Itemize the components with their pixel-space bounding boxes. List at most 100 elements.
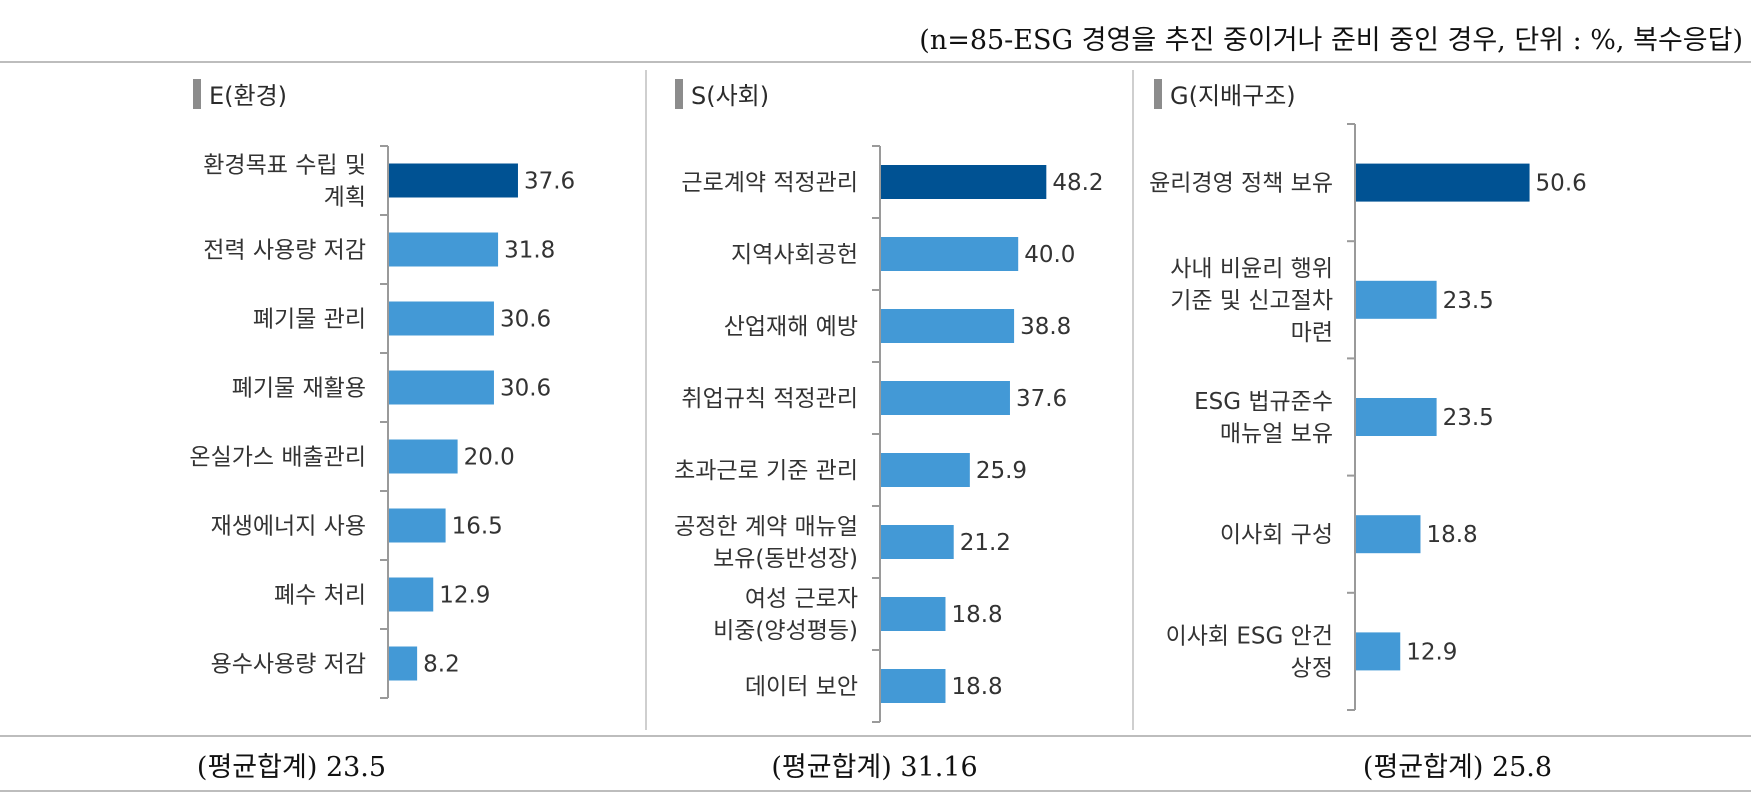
category-label: 윤리경영 정책 보유 [1149,171,1333,197]
category-label-line: 계획 [324,185,366,211]
panel-separator [1132,70,1134,730]
bottom-rule [0,790,1751,792]
footer-value: 25.8 [1491,752,1553,783]
panel-title-text: E(환경) [209,82,288,110]
chart-note: (n=85-ESG 경영을 추진 중이거나 준비 중인 경우, 단위 : %, … [919,25,1743,56]
category-label: 전력 사용량 저감 [203,238,366,264]
category-label-line: 기준 및 신고절차 [1170,288,1333,314]
bar-value-label: 23.5 [1443,288,1494,314]
category-label-line: 여성 근로자 [745,586,858,612]
bar-value-label: 37.6 [1016,386,1067,412]
bar [389,163,518,198]
bar-value-label: 12.9 [1406,639,1457,665]
category-label: 산업재해 예방 [724,314,858,340]
footer-average-environment: (평균합계) 23.5 [0,745,583,784]
panel-title-text: S(사회) [691,82,770,110]
category-label: ESG 법규준수 매뉴얼 보유 [1194,389,1333,447]
category-label-line: 공정한 계약 매뉴얼 [674,514,858,540]
category-label: 폐기물 재활용 [232,376,366,402]
bar [881,597,946,631]
category-label: 용수사용량 저감 [211,652,366,678]
category-label-line: 데이터 보안 [745,674,858,700]
chart-panel-social: S(사회) 48.2 근로계약 적정관리 40.0 지역사회공헌 38.8 산업재해 예방… [645,62,1132,734]
footer-average-social: (평균합계) 31.16 [583,745,1166,784]
bar-chart-social: 48.2 근로계약 적정관리 40.0 지역사회공헌 38.8 산업재해 예방 37.6 취업… [674,145,1104,723]
bar-value-label: 37.6 [524,169,575,195]
title-marker [1154,78,1162,109]
panel-title: S(사회) [675,76,769,111]
category-label-line: 비중(양성평등) [713,618,858,644]
bar-value-label: 23.5 [1443,405,1494,431]
bar [881,165,1047,199]
title-marker [193,78,201,109]
bar [1356,515,1421,554]
bar-value-label: 50.6 [1536,171,1587,197]
category-label-line: 취업규칙 적정관리 [681,386,858,412]
category-label-line: 초과근로 기준 관리 [674,458,858,484]
category-label-line: 보유(동반성장) [713,546,858,572]
category-label: 데이터 보안 [745,674,858,700]
title-marker [675,78,683,109]
bar-value-label: 31.8 [504,238,555,264]
bar [389,508,446,543]
bar-value-label: 21.2 [960,530,1011,556]
category-label-line: 폐기물 관리 [253,307,366,333]
bar [881,669,946,703]
category-label-line: 근로계약 적정관리 [681,170,858,196]
category-label: 근로계약 적정관리 [681,170,858,196]
category-label-line: 이사회 구성 [1220,522,1333,548]
footer-label: (평균합계) [196,752,318,783]
footer-value: 23.5 [325,752,387,783]
category-label-line: 재생에너지 사용 [211,514,366,540]
bar-value-label: 18.8 [1426,522,1477,548]
category-label-line: 폐기물 재활용 [232,376,366,402]
category-label-line: 폐수 처리 [274,583,366,609]
category-label: 취업규칙 적정관리 [681,386,858,412]
category-label: 지역사회공헌 [731,242,858,268]
bar-value-label: 30.6 [500,307,551,333]
bar-value-label: 20.0 [464,445,515,471]
bar [389,439,458,474]
panel-title: E(환경) [193,76,287,111]
bar [389,577,434,612]
footer-label: (평균합계) [1362,752,1484,783]
bar-value-label: 25.9 [976,458,1027,484]
bar-value-label: 30.6 [500,376,551,402]
bar [389,232,499,267]
category-label-line: 환경목표 수립 및 [203,153,366,179]
category-label-line: 사내 비윤리 행위 [1170,256,1333,282]
footer-label: (평균합계) [771,752,892,783]
bar-value-label: 8.2 [423,652,460,678]
bar [881,237,1019,271]
bar-value-label: 18.8 [951,602,1002,628]
bar [389,370,494,405]
bar-value-label: 38.8 [1020,314,1071,340]
category-label: 이사회 ESG 안건 상정 [1166,623,1333,681]
panel-title: G(지배구조) [1154,76,1296,111]
bar [881,381,1010,415]
category-label: 이사회 구성 [1220,522,1333,548]
category-label-line: 윤리경영 정책 보유 [1149,171,1333,197]
category-label-line: 온실가스 배출관리 [189,445,366,471]
category-label-line: 마련 [1291,320,1333,346]
bar [881,309,1015,343]
bar-value-label: 12.9 [439,583,490,609]
footer-average-governance: (평균합계) 25.8 [1166,745,1749,784]
bar [1356,280,1437,319]
category-label-line: 전력 사용량 저감 [203,238,366,264]
footer-rule [0,735,1751,737]
panel-separator [645,70,647,730]
category-label: 초과근로 기준 관리 [674,458,858,484]
category-label-line: 용수사용량 저감 [211,652,366,678]
category-label: 폐수 처리 [274,583,366,609]
category-label-line: 이사회 ESG 안건 [1166,623,1333,649]
bar-value-label: 18.8 [951,674,1002,700]
top-rule [0,61,1751,63]
category-label: 온실가스 배출관리 [189,445,366,471]
